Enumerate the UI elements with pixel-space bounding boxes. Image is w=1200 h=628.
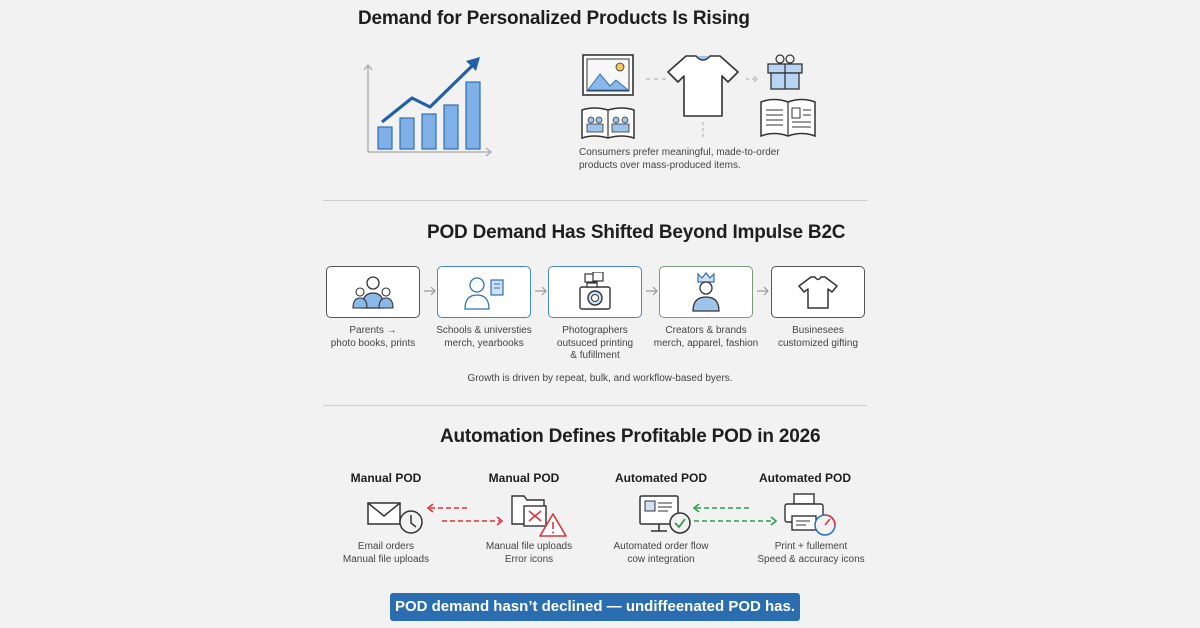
printer-speed-icon [784,493,836,536]
caption-line: Speed & accuracy icons [757,553,865,565]
label-line: outsuced printing [556,337,634,349]
picture-frame-icon [582,54,634,96]
segment-card-businesses [771,266,865,318]
monitor-check-icon [639,495,691,534]
arrow-right-icon [757,286,769,296]
caption-line: Automated order flow [613,541,709,552]
arrow-right-icon [646,286,658,296]
folder-error-icon [511,495,567,537]
caption-line: Error icons [504,553,554,565]
rising-demand-caption: Consumers prefer meaningful, made-to-ord… [579,147,780,172]
section-title-pod-shift: POD Demand Has Shifted Beyond Impulse B2… [427,222,846,243]
open-book-icon [760,98,816,138]
column-heading-manual-2: Manual POD [488,471,560,485]
label-line: & fufillment [570,350,620,361]
segment-card-schools [437,266,531,318]
column-caption-automated-2: Print + fullement Speed & accuracy icons [741,541,881,566]
column-heading-manual-1: Manual POD [350,471,422,485]
column-caption-manual-1: Email orders Manual file uploads [316,541,456,566]
gift-box-icon [767,54,803,90]
caption-line: cow integration [627,553,695,565]
manual-back-and-forth-arrows [426,503,504,526]
section-divider [323,405,867,406]
t-shirt-icon [667,55,739,117]
section-title-rising-demand: Demand for Personalized Products Is Risi… [358,8,750,29]
growth-footnote: Growth is driven by repeat, bulk, and wo… [467,373,733,384]
label-line: Schools & universties [436,325,532,336]
crowned-creator-icon [692,272,720,312]
caption-line: Manual file uploads [485,541,573,552]
arrow-right-icon [535,286,547,296]
section-title-automation: Automation Defines Profitable POD in 202… [440,426,821,447]
column-heading-automated-1: Automated POD [614,471,707,485]
label-line: Creators & brands [665,325,747,336]
camera-icon [579,272,611,310]
segment-label-parents: Parents → photo books, prints [313,325,433,350]
arrow-right-icon [424,286,436,296]
label-line: customized gifting [777,337,859,349]
label-line: merch, yearbooks [444,337,524,349]
family-icon [352,276,394,309]
caption-line: Consumers prefer meaningful, made-to-ord… [579,147,780,158]
section-divider [323,200,867,201]
personalized-products-illustration [581,54,816,140]
column-caption-automated-1: Automated order flow cow integration [591,541,731,566]
email-clock-icon [367,502,423,534]
label-line: Businesees [792,325,844,336]
segment-card-photographers [548,266,642,318]
label-line: Photographers [562,325,628,336]
bar-chart-growth-icon [363,57,493,157]
label-line: merch, apparel, fashion [653,337,759,349]
segment-label-creators: Creators & brands merch, apparel, fashio… [646,325,766,350]
caption-line: products over mass-produced items. [579,159,741,171]
caption-line: Manual file uploads [342,553,430,565]
t-shirt-icon [798,276,838,309]
label-line: photo books, prints [330,337,416,349]
caption-line: Email orders [357,541,415,552]
segment-label-schools: Schools & universties merch, yearbooks [424,325,544,350]
automated-flow-arrows [692,503,778,526]
column-caption-manual-2: Manual file uploads Error icons [459,541,599,566]
conclusion-banner: POD demand hasn’t declined — undiffeenat… [390,593,800,621]
column-heading-automated-2: Automated POD [758,471,851,485]
segment-label-photographers: Photographers outsuced printing & fufill… [535,325,655,363]
caption-line: Print + fullement [774,541,848,552]
segment-label-businesses: Businesees customized gifting [758,325,878,350]
student-icon [464,277,504,310]
label-line: Parents → [349,325,397,336]
segment-card-creators [659,266,753,318]
photo-book-icon [581,107,635,140]
segment-card-parents [326,266,420,318]
